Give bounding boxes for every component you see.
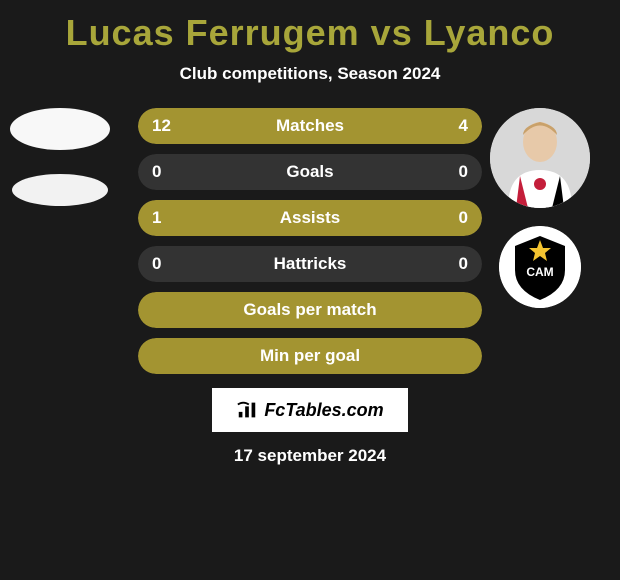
right-team-badge: CAM [499,226,581,308]
infographic-root: Lucas Ferrugem vs Lyanco Club competitio… [0,0,620,466]
stat-label: Hattricks [138,254,482,274]
stat-label: Goals [138,162,482,182]
stat-label: Goals per match [138,300,482,320]
page-subtitle: Club competitions, Season 2024 [0,56,620,108]
page-title: Lucas Ferrugem vs Lyanco [0,8,620,56]
stat-row: 00Goals [138,154,482,190]
stat-label: Assists [138,208,482,228]
stat-row: Goals per match [138,292,482,328]
right-player-avatar [490,108,590,208]
stat-row: 124Matches [138,108,482,144]
stat-row: 00Hattricks [138,246,482,282]
footer-date: 17 september 2024 [0,446,620,466]
stats-area: CAM 124Matches 00Goals 10Assists 00Hattrick… [0,108,620,374]
team-badge-icon: CAM [499,226,581,308]
stat-bars: 124Matches 00Goals 10Assists 00Hattricks Goa… [138,108,482,374]
left-player-avatar-placeholder [10,108,110,150]
svg-text:CAM: CAM [526,265,553,279]
left-team-badge-placeholder [12,174,108,206]
stat-label: Min per goal [138,346,482,366]
stat-row: Min per goal [138,338,482,374]
right-player-column: CAM [490,108,590,308]
stat-label: Matches [138,116,482,136]
footer-logo-text: FcTables.com [264,400,383,421]
stat-row: 10Assists [138,200,482,236]
footer-logo: FcTables.com [212,388,408,432]
player-photo-icon [490,108,590,208]
chart-icon [236,399,258,421]
left-player-column [10,108,110,206]
